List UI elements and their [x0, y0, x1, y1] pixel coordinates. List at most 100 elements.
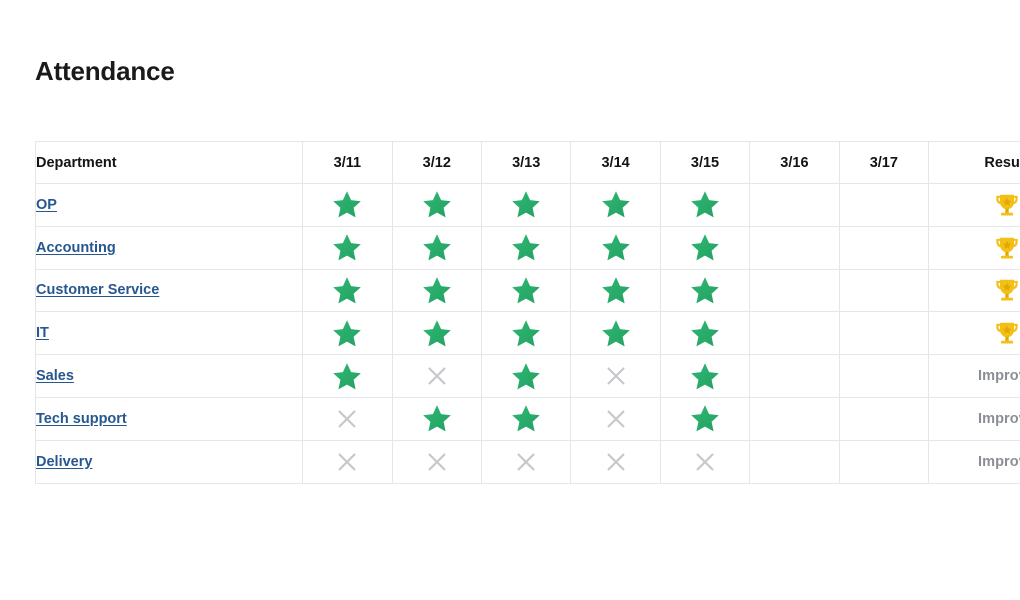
trophy-icon — [992, 190, 1020, 220]
trophy-icon — [992, 318, 1020, 348]
attendance-cell[interactable] — [838, 439, 930, 484]
attendance-cell[interactable] — [749, 225, 840, 270]
department-link[interactable]: Tech support — [36, 410, 127, 427]
cross-icon — [605, 451, 627, 473]
attendance-cell[interactable] — [659, 396, 751, 441]
table-row: Customer Service — [34, 268, 1020, 313]
department-link[interactable]: Customer Service — [36, 282, 160, 299]
star-icon — [601, 233, 631, 262]
attendance-cell[interactable] — [480, 396, 572, 441]
department-link[interactable]: Delivery — [36, 453, 93, 470]
attendance-cell[interactable] — [659, 183, 751, 227]
department-cell: IT — [34, 311, 304, 356]
department-cell: OP — [34, 183, 304, 227]
star-icon — [511, 233, 541, 262]
result-status-text: Improve — [977, 368, 1020, 385]
attendance-cell[interactable] — [480, 183, 572, 227]
cross-icon — [605, 365, 627, 387]
star-icon — [332, 276, 362, 305]
star-icon — [690, 276, 720, 305]
attendance-cell[interactable] — [838, 354, 930, 398]
attendance-cell[interactable] — [838, 225, 930, 270]
attendance-cell[interactable] — [391, 311, 483, 356]
attendance-cell[interactable] — [838, 396, 930, 441]
attendance-cell[interactable] — [302, 396, 393, 441]
star-icon — [690, 233, 720, 262]
attendance-cell[interactable] — [749, 311, 840, 356]
attendance-cell[interactable] — [570, 183, 661, 227]
attendance-cell[interactable] — [480, 354, 572, 398]
star-icon — [422, 233, 452, 262]
table-row: Sales Improve — [34, 354, 1020, 398]
star-icon — [332, 233, 362, 262]
attendance-cell[interactable] — [570, 354, 661, 398]
cross-icon — [605, 408, 627, 430]
attendance-cell[interactable] — [749, 439, 840, 484]
attendance-cell[interactable] — [480, 268, 572, 313]
column-header-date-3-15: 3/15 — [659, 141, 751, 184]
attendance-cell[interactable] — [391, 183, 483, 227]
attendance-cell[interactable] — [838, 311, 930, 356]
result-cell: Improve — [928, 354, 1020, 398]
attendance-cell[interactable] — [659, 311, 751, 356]
attendance-cell[interactable] — [302, 268, 393, 313]
column-header-date-3-11: 3/11 — [302, 141, 393, 184]
attendance-cell[interactable] — [480, 439, 572, 484]
attendance-cell[interactable] — [302, 183, 393, 227]
table-row: IT — [34, 311, 1020, 356]
attendance-cell[interactable] — [838, 268, 930, 313]
page-title: Attendance — [35, 56, 175, 86]
attendance-cell[interactable] — [659, 268, 751, 313]
attendance-cell[interactable] — [570, 311, 661, 356]
result-status-text: Improve — [977, 453, 1020, 470]
column-header-date-3-13: 3/13 — [480, 141, 572, 184]
star-icon — [332, 319, 362, 348]
department-link[interactable]: IT — [36, 325, 49, 342]
attendance-cell[interactable] — [570, 439, 661, 484]
star-icon — [422, 404, 452, 433]
attendance-cell[interactable] — [302, 225, 393, 270]
result-cell — [928, 225, 1020, 270]
attendance-cell[interactable] — [570, 396, 661, 441]
attendance-cell[interactable] — [391, 354, 483, 398]
attendance-cell[interactable] — [302, 311, 393, 356]
attendance-cell[interactable] — [749, 268, 840, 313]
attendance-cell[interactable] — [659, 354, 751, 398]
attendance-cell[interactable] — [838, 183, 930, 227]
attendance-cell[interactable] — [749, 354, 840, 398]
star-icon — [511, 404, 541, 433]
department-cell: Accounting — [34, 225, 304, 270]
column-header-department: Department — [34, 141, 304, 184]
attendance-cell[interactable] — [391, 396, 483, 441]
table-row: Delivery Improve — [34, 439, 1020, 484]
cross-icon — [336, 451, 358, 473]
department-link[interactable]: Accounting — [36, 239, 116, 256]
result-cell: Improve — [928, 439, 1020, 484]
column-header-date-3-16: 3/16 — [749, 141, 840, 184]
department-link[interactable]: Sales — [36, 368, 74, 385]
attendance-cell[interactable] — [480, 225, 572, 270]
star-icon — [511, 276, 541, 305]
attendance-cell[interactable] — [391, 225, 483, 270]
table-row: OP — [34, 183, 1020, 227]
attendance-cell[interactable] — [391, 439, 483, 484]
star-icon — [690, 404, 720, 433]
attendance-table: Department 3/11 3/12 3/13 3/14 3/15 3/16… — [34, 141, 1020, 484]
attendance-cell[interactable] — [659, 225, 751, 270]
result-cell — [928, 268, 1020, 313]
attendance-cell[interactable] — [659, 439, 751, 484]
attendance-cell[interactable] — [570, 268, 661, 313]
attendance-cell[interactable] — [749, 183, 840, 227]
star-icon — [332, 190, 362, 219]
cross-icon — [694, 451, 716, 473]
attendance-cell[interactable] — [749, 396, 840, 441]
department-link[interactable]: OP — [36, 196, 57, 213]
attendance-cell[interactable] — [391, 268, 483, 313]
attendance-cell[interactable] — [302, 354, 393, 398]
attendance-cell[interactable] — [480, 311, 572, 356]
star-icon — [422, 276, 452, 305]
star-icon — [422, 190, 452, 219]
attendance-cell[interactable] — [570, 225, 661, 270]
attendance-cell[interactable] — [302, 439, 393, 484]
